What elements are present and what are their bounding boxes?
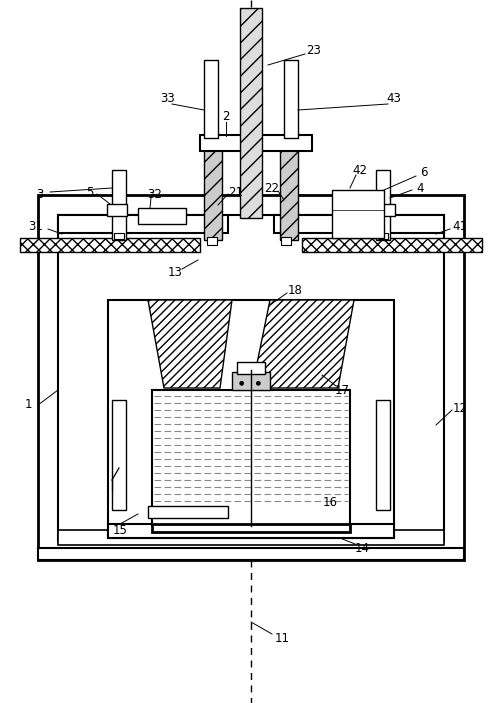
Bar bbox=[280, 148, 298, 240]
Bar bbox=[38, 548, 463, 560]
Text: 3: 3 bbox=[36, 188, 44, 200]
Bar bbox=[58, 215, 443, 540]
Text: 2: 2 bbox=[222, 110, 229, 122]
Polygon shape bbox=[252, 300, 353, 388]
Bar bbox=[108, 300, 393, 538]
Bar bbox=[236, 362, 265, 374]
Bar bbox=[281, 237, 291, 245]
Text: 32: 32 bbox=[147, 188, 162, 200]
Text: 33: 33 bbox=[160, 91, 175, 105]
Bar bbox=[152, 524, 349, 532]
Bar bbox=[274, 215, 443, 233]
Bar bbox=[58, 215, 227, 233]
Bar bbox=[58, 530, 443, 545]
Polygon shape bbox=[148, 300, 231, 388]
Bar bbox=[112, 400, 126, 510]
Bar bbox=[231, 372, 270, 390]
Bar bbox=[199, 135, 312, 151]
Text: 31: 31 bbox=[29, 221, 44, 233]
Bar bbox=[331, 190, 383, 238]
Bar bbox=[284, 60, 298, 138]
Text: 42: 42 bbox=[352, 164, 367, 176]
Text: 4: 4 bbox=[415, 181, 423, 195]
Bar bbox=[302, 238, 481, 252]
Bar bbox=[377, 233, 387, 239]
Bar bbox=[107, 204, 127, 216]
Text: 18: 18 bbox=[287, 283, 302, 297]
Text: 21: 21 bbox=[228, 186, 243, 198]
Text: 41: 41 bbox=[451, 221, 466, 233]
Text: 23: 23 bbox=[306, 44, 321, 56]
Text: 17: 17 bbox=[334, 384, 349, 396]
Bar bbox=[206, 237, 216, 245]
Text: 13: 13 bbox=[167, 266, 182, 278]
Text: 1: 1 bbox=[24, 399, 32, 411]
Bar bbox=[148, 506, 227, 518]
Bar bbox=[375, 170, 389, 240]
Bar bbox=[239, 8, 262, 218]
Bar bbox=[112, 170, 126, 240]
Text: 22: 22 bbox=[264, 181, 279, 195]
Bar bbox=[152, 390, 349, 526]
Text: 43: 43 bbox=[386, 91, 401, 105]
Text: 14: 14 bbox=[354, 541, 369, 555]
Text: 12: 12 bbox=[451, 401, 466, 415]
Bar bbox=[108, 524, 393, 538]
Bar bbox=[374, 204, 394, 216]
Text: 16: 16 bbox=[322, 496, 337, 508]
Bar bbox=[375, 400, 389, 510]
Bar bbox=[20, 238, 199, 252]
Bar bbox=[203, 148, 221, 240]
Bar bbox=[203, 60, 217, 138]
Bar bbox=[138, 208, 186, 224]
Text: 11: 11 bbox=[274, 631, 289, 645]
Text: 15: 15 bbox=[112, 524, 127, 536]
Bar bbox=[38, 195, 463, 560]
Text: 6: 6 bbox=[419, 167, 427, 179]
Text: 5: 5 bbox=[86, 186, 94, 198]
Bar bbox=[114, 233, 124, 239]
